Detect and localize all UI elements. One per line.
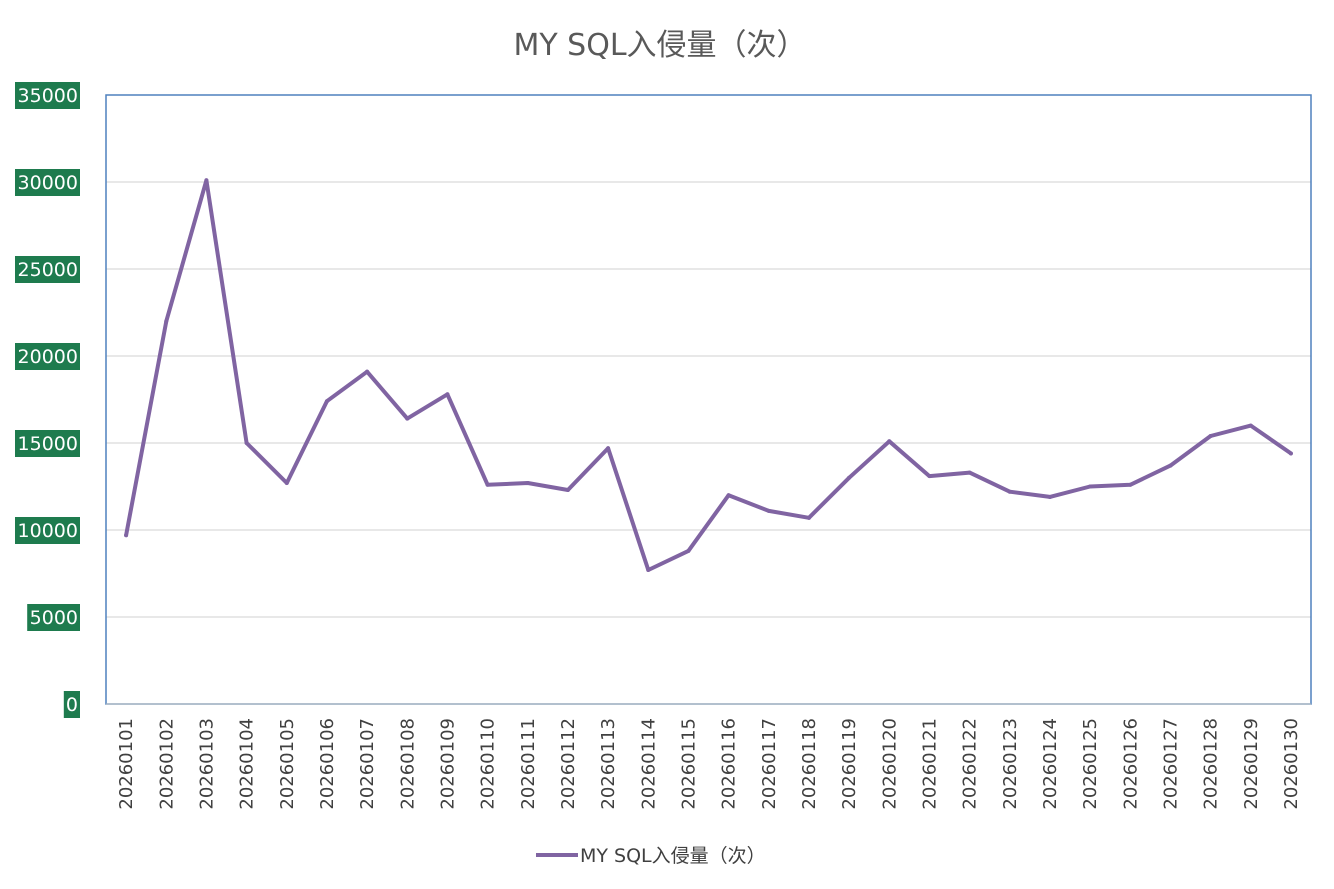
y-tick-label-background: [15, 343, 80, 370]
data-point: [646, 568, 651, 573]
x-tick-label: 20260105: [277, 718, 298, 810]
data-point: [565, 487, 570, 492]
x-tick-label: 20260126: [1120, 718, 1141, 810]
legend: MY SQL入侵量（次）: [536, 845, 766, 867]
x-tick-label: 20260120: [879, 718, 900, 810]
x-tick-label: 20260122: [960, 718, 981, 810]
y-tick-label-background: [15, 430, 80, 457]
x-tick-label: 20260117: [759, 718, 780, 810]
data-point: [1248, 423, 1253, 428]
y-tick-label: 20000: [18, 346, 78, 368]
data-point: [244, 441, 249, 445]
x-tick-label: 20260123: [1000, 718, 1021, 810]
x-tick-label: 20260110: [478, 718, 499, 810]
series-line: [124, 178, 1293, 572]
y-tick-label: 0: [66, 694, 78, 716]
x-tick-label: 20260102: [156, 718, 177, 810]
x-tick-label: 20260115: [678, 718, 699, 810]
x-tick-label: 20260111: [518, 718, 539, 810]
y-tick-label: 15000: [18, 433, 78, 455]
y-tick-label-background: [15, 82, 80, 109]
data-point: [806, 515, 811, 520]
y-tick-label: 30000: [18, 172, 78, 194]
x-tick-label: 20260124: [1040, 718, 1061, 810]
legend-label: MY SQL入侵量（次）: [580, 845, 766, 867]
y-tick-label-background: [15, 517, 80, 544]
x-tick-label: 20260118: [799, 718, 820, 810]
x-tick-label: 20260106: [317, 718, 338, 810]
x-tick-label: 20260116: [719, 718, 740, 810]
data-point: [405, 416, 410, 421]
y-tick-label-background: [63, 691, 80, 718]
x-tick-label: 20260113: [598, 718, 619, 810]
x-tick-label: 20260109: [437, 718, 458, 810]
plot-area-border: [105, 94, 1312, 705]
x-tick-label: 20260130: [1281, 718, 1302, 810]
data-point: [1208, 434, 1213, 439]
x-tick-label: 20260107: [357, 718, 378, 810]
data-point: [606, 446, 611, 451]
x-tick-label: 20260127: [1160, 718, 1181, 810]
x-tick-label: 20260129: [1241, 718, 1262, 810]
data-point: [485, 482, 490, 487]
data-point: [164, 319, 169, 324]
data-point: [967, 470, 972, 475]
y-axis: 0 5000 10000 15000 20000 25000 30000 35000: [15, 82, 80, 718]
data-point: [887, 439, 892, 444]
data-point: [1128, 482, 1133, 487]
data-point: [1288, 451, 1293, 456]
chart-title: MY SQL入侵量（次）: [513, 28, 806, 63]
y-tick-label: 10000: [18, 520, 78, 542]
data-point: [927, 474, 932, 479]
data-point: [1047, 494, 1052, 499]
y-tick-label-background: [27, 604, 80, 631]
y-tick-label: 5000: [30, 607, 78, 629]
y-tick-label-background: [15, 169, 80, 196]
y-tick-label-background: [15, 256, 80, 283]
data-point: [1007, 489, 1012, 494]
data-point: [726, 493, 731, 498]
x-tick-label: 20260104: [237, 718, 258, 810]
x-tick-label: 20260112: [558, 718, 579, 810]
y-tick-label: 35000: [18, 85, 78, 107]
data-point: [124, 533, 129, 538]
data-point: [766, 508, 771, 513]
x-tick-label: 20260125: [1080, 718, 1101, 810]
x-tick-label: 20260119: [839, 718, 860, 810]
x-tick-label: 20260108: [397, 718, 418, 810]
x-tick-label: 20260103: [196, 718, 217, 810]
x-axis: 20260101 20260102 20260103 20260104 20260105…: [106, 703, 1311, 810]
x-tick-label: 20260121: [919, 718, 940, 810]
data-point: [445, 392, 450, 397]
x-tick-label: 20260114: [638, 718, 659, 810]
x-tick-label: 20260101: [116, 718, 137, 810]
data-point: [847, 475, 852, 480]
gridlines: [106, 181, 1311, 618]
data-point: [686, 548, 691, 553]
data-point: [284, 481, 289, 486]
data-point: [324, 399, 329, 404]
x-tick-label: 20260128: [1201, 718, 1222, 810]
data-point: [525, 481, 530, 486]
data-point: [365, 369, 370, 374]
data-point: [1168, 463, 1173, 468]
series-layer: [124, 178, 1293, 573]
y-tick-label: 25000: [18, 259, 78, 281]
data-point: [1088, 484, 1093, 489]
data-point: [204, 178, 209, 183]
